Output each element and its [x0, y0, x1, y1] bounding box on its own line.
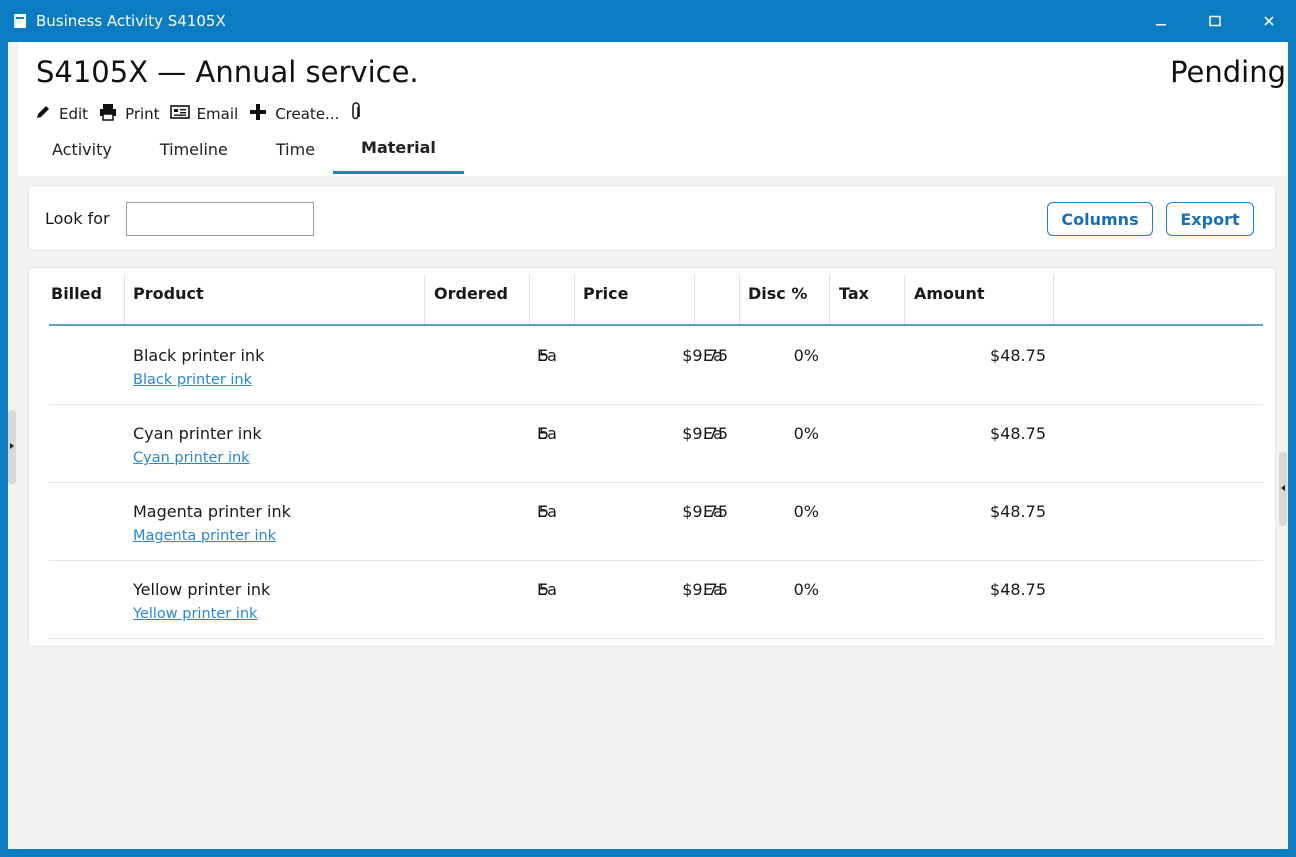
price: $9.75 [682, 424, 728, 443]
price-unit: Ea [703, 580, 723, 599]
maximize-button[interactable] [1188, 0, 1242, 42]
tab-activity[interactable]: Activity [52, 140, 112, 159]
price: $9.75 [682, 580, 728, 599]
column-header-product[interactable]: Product [133, 284, 204, 303]
ordered-unit: Ea [537, 346, 557, 365]
page-title: S4105X — Annual service. [36, 55, 419, 89]
email-label: Email [196, 105, 239, 123]
amount: $48.75 [990, 502, 1046, 521]
column-header-ordered[interactable]: Ordered [434, 284, 508, 303]
minimize-icon [1155, 12, 1167, 31]
email-button[interactable]: Email [169, 104, 239, 124]
price: $9.75 [682, 502, 728, 521]
create-button[interactable]: Create... [248, 102, 339, 126]
product-link[interactable]: Black printer ink [133, 372, 253, 388]
printer-icon [98, 103, 125, 125]
print-button[interactable]: Print [98, 103, 160, 125]
window-title: Business Activity S4105X [36, 12, 226, 30]
tab-time[interactable]: Time [275, 140, 316, 159]
discount: 0% [793, 346, 819, 365]
ordered-unit: Ea [537, 424, 557, 443]
print-label: Print [125, 105, 160, 123]
product-name: Yellow printer ink [133, 580, 271, 599]
column-header-amount[interactable]: Amount [914, 284, 985, 303]
column-header-tax[interactable]: Tax [839, 284, 869, 303]
amount: $48.75 [990, 424, 1046, 443]
material-grid: Billed Product Ordered Price Disc % Tax … [28, 267, 1276, 647]
amount: $48.75 [990, 580, 1046, 599]
discount: 0% [793, 424, 819, 443]
price-unit: Ea [703, 346, 723, 365]
tab-bar: Activity Timeline Time Material [34, 130, 464, 174]
maximize-icon [1209, 12, 1221, 31]
plus-icon [248, 102, 275, 126]
pencil-icon [34, 103, 59, 125]
edit-button[interactable]: Edit [34, 103, 88, 125]
tab-material[interactable]: Material [333, 130, 464, 174]
amount: $48.75 [990, 346, 1046, 365]
price: $9.75 [682, 346, 728, 365]
toolbar: Edit Print Email Create... [34, 102, 380, 126]
product-name: Black printer ink [133, 346, 265, 365]
product-name: Cyan printer ink [133, 424, 262, 443]
title-bar: Business Activity S4105X [0, 0, 1296, 42]
status-label: Pending [1170, 55, 1286, 89]
table-row[interactable]: Yellow printer ink Yellow printer ink 5 … [49, 561, 1263, 639]
record-header: S4105X — Annual service. Pending Edit Pr… [18, 42, 1288, 176]
product-link[interactable]: Cyan printer ink [133, 450, 250, 466]
price-unit: Ea [703, 502, 723, 521]
ordered-qty: 5 [538, 346, 549, 365]
minimize-button[interactable] [1134, 0, 1188, 42]
discount: 0% [793, 580, 819, 599]
column-header-billed[interactable]: Billed [51, 284, 102, 303]
right-splitter-handle[interactable] [1279, 452, 1287, 526]
create-label: Create... [275, 105, 340, 123]
grid-header: Billed Product Ordered Price Disc % Tax … [49, 268, 1263, 326]
product-link[interactable]: Magenta printer ink [133, 528, 277, 544]
columns-button[interactable]: Columns [1047, 202, 1153, 236]
paperclip-icon [349, 102, 370, 126]
filter-panel: Look for Columns Export [28, 185, 1276, 251]
export-button[interactable]: Export [1166, 202, 1254, 236]
ordered-unit: Ea [537, 580, 557, 599]
edit-label: Edit [59, 105, 89, 123]
look-for-input[interactable] [126, 202, 314, 236]
look-for-label: Look for [45, 209, 110, 228]
ordered-qty: 5 [538, 424, 549, 443]
close-button[interactable] [1242, 0, 1296, 42]
left-splitter-handle[interactable] [8, 410, 16, 484]
notebook-icon [12, 13, 28, 29]
table-row[interactable]: Magenta printer ink Magenta printer ink … [49, 483, 1263, 561]
expand-right-icon [10, 443, 14, 449]
product-name: Magenta printer ink [133, 502, 291, 521]
tab-timeline[interactable]: Timeline [159, 140, 228, 159]
discount: 0% [793, 502, 819, 521]
column-header-disc[interactable]: Disc % [748, 284, 808, 303]
ordered-qty: 5 [538, 580, 549, 599]
price-unit: Ea [703, 424, 723, 443]
ordered-unit: Ea [537, 502, 557, 521]
ordered-qty: 5 [538, 502, 549, 521]
close-icon [1263, 12, 1275, 31]
product-link[interactable]: Yellow printer ink [133, 606, 258, 622]
table-row[interactable]: Black printer ink Black printer ink 5 Ea… [49, 327, 1263, 405]
attach-button[interactable] [349, 102, 370, 126]
table-row[interactable]: Cyan printer ink Cyan printer ink 5 Ea $… [49, 405, 1263, 483]
expand-left-icon [1281, 485, 1285, 491]
email-icon [169, 104, 197, 124]
column-header-price[interactable]: Price [583, 284, 629, 303]
